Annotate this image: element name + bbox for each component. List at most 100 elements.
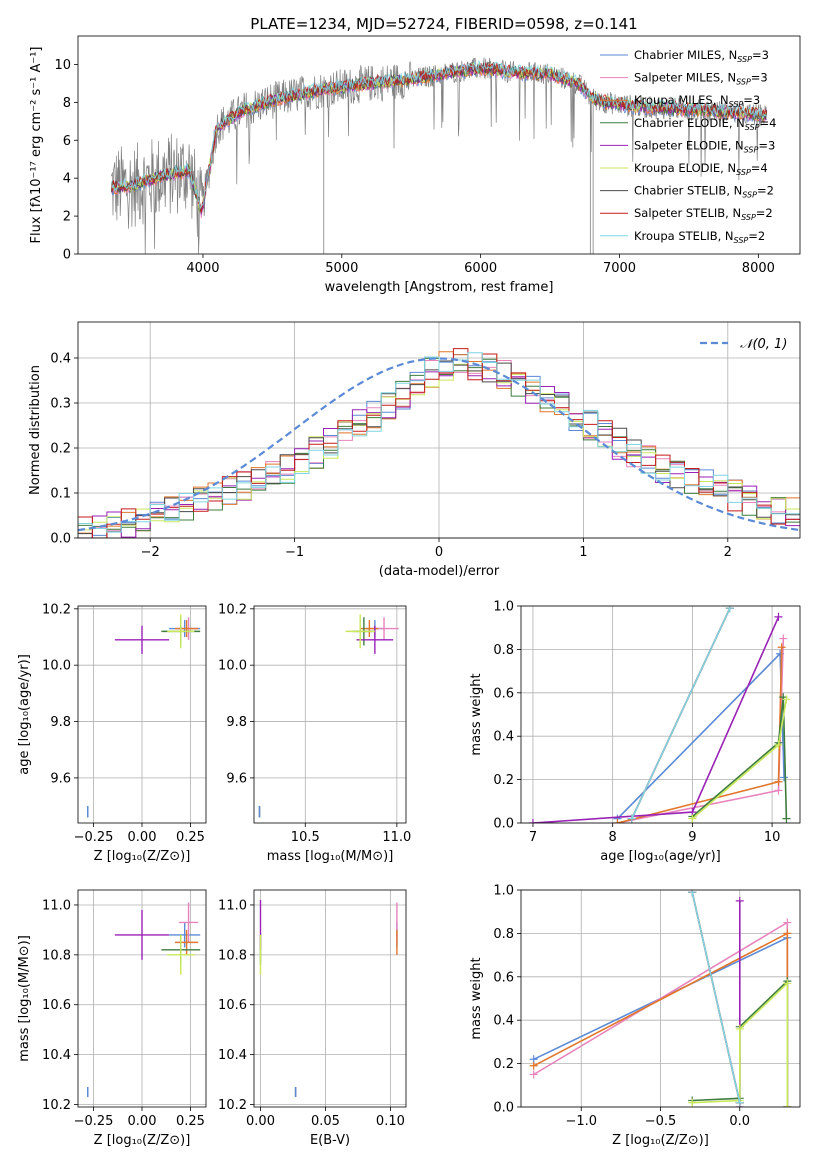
x-axis-label: Z [log₁₀(Z/Z⊙)] xyxy=(612,1133,709,1148)
legend-subscript: SSP xyxy=(734,236,749,245)
data-point xyxy=(167,934,195,975)
legend-entry: Kroupa ELODIE, NSSP=4 xyxy=(634,161,768,177)
y-tick-label: 0.0 xyxy=(493,1101,514,1116)
y-tick-label: 4 xyxy=(63,172,71,187)
x-tick-label: 1 xyxy=(579,545,587,560)
plot-area xyxy=(86,614,201,818)
legend-entry: Salpeter MILES, NSSP=3 xyxy=(634,71,768,87)
x-tick-label: 8000 xyxy=(742,261,775,276)
legend-subscript: SSP xyxy=(742,191,757,200)
chart-title: PLATE=1234, MJD=52724, FIBERID=0598, z=0… xyxy=(250,15,637,33)
data-point xyxy=(114,909,170,960)
y-tick-label: 0.1 xyxy=(50,487,71,502)
y-tick-label: 8 xyxy=(63,96,71,111)
x-tick-label: 0.00 xyxy=(128,1114,157,1129)
y-tick-label: 10.8 xyxy=(218,948,247,963)
legend-label: Salpeter MILES, N xyxy=(634,71,736,85)
panel-2: −2 −1 0 1 2 0.0 0.1 0.2 0.3 0.4 (data-model)/error… xyxy=(28,321,801,579)
plus-marker xyxy=(774,777,783,786)
y-tick-label: 0.6 xyxy=(493,686,514,701)
x-tick-label: 6000 xyxy=(464,261,497,276)
plot-area xyxy=(529,890,792,1107)
legend-label: Kroupa MILES, N xyxy=(634,93,729,107)
x-axis-label: (data-model)/error xyxy=(379,564,500,579)
legend-entry: Chabrier MILES, NSSP=3 xyxy=(634,48,769,64)
x-axis-label: Z [log₁₀(Z/Z⊙)] xyxy=(94,849,191,864)
y-tick-label: 10 xyxy=(54,58,71,73)
plus-marker xyxy=(529,1061,538,1070)
plus-marker xyxy=(688,1098,697,1107)
y-axis-label: mass [log₁₀(M/M⊙)] xyxy=(17,935,32,1062)
y-tick-label: 1.0 xyxy=(493,884,514,899)
x-tick-label: 0.10 xyxy=(376,1114,405,1129)
y-tick-label: 0.6 xyxy=(493,970,514,985)
y-tick-label: 9.8 xyxy=(50,715,71,730)
legend-subscript: SSP xyxy=(736,168,751,177)
plot-area xyxy=(259,899,398,1098)
legend-label: Salpeter ELODIE, N xyxy=(634,138,744,152)
legend-suffix: =4 xyxy=(760,116,777,130)
y-axis-label: Flux [fλ10⁻¹⁷ erg cm⁻² s⁻¹ A⁻¹] xyxy=(29,47,44,244)
x-axis-label: mass [log₁₀(M/M⊙)] xyxy=(267,849,394,864)
x-tick-label: 7 xyxy=(529,830,537,845)
legend-suffix: =3 xyxy=(758,138,775,152)
legend-suffix: =3 xyxy=(751,71,768,85)
y-tick-label: 1.0 xyxy=(493,600,514,615)
axes-frame xyxy=(77,321,801,539)
panel-3: −0.25 0.00 0.25 9.6 9.8 10.0 10.2 Z [log₁₀(Z/Z⊙… xyxy=(17,602,207,864)
legend-subscript: SSP xyxy=(737,55,752,64)
x-tick-label: 2 xyxy=(724,545,732,560)
x-tick-label: 11.0 xyxy=(382,830,411,845)
legend-label: Chabrier MILES, N xyxy=(634,48,737,62)
plot-area xyxy=(528,606,791,823)
x-tick-label: 8 xyxy=(609,830,617,845)
legend-subscript: SSP xyxy=(729,100,744,109)
legend-entry: Kroupa STELIB, NSSP=2 xyxy=(634,229,765,245)
model-spectrum-line xyxy=(110,59,768,210)
y-tick-label: 10.6 xyxy=(42,998,71,1013)
panel-7: 0.00 0.05 0.10 10.2 10.4 10.6 10.8 11.0 E(B-V) xyxy=(218,889,407,1148)
data-point xyxy=(114,625,170,654)
x-tick-label: 0.0 xyxy=(729,1114,750,1129)
mass-weight-line xyxy=(631,607,731,820)
legend-label: Chabrier ELODIE, N xyxy=(634,116,745,130)
y-axis-label: mass weight xyxy=(469,673,484,755)
legend-suffix: =2 xyxy=(756,206,773,220)
data-point xyxy=(169,922,201,948)
legend-suffix: =3 xyxy=(743,93,760,107)
plus-marker xyxy=(735,896,744,905)
normal-reference-curve xyxy=(78,357,800,532)
mass-weight-line xyxy=(691,892,741,1103)
plus-marker xyxy=(627,814,636,823)
x-tick-label: 10.5 xyxy=(291,830,320,845)
plus-marker xyxy=(688,890,697,897)
plus-marker xyxy=(725,606,734,613)
legend-label: Kroupa ELODIE, N xyxy=(634,161,736,175)
plus-marker xyxy=(774,612,783,621)
plus-marker xyxy=(735,1098,744,1107)
y-tick-label: 10.6 xyxy=(218,998,247,1013)
panel-8: −1.0 −0.5 0.0 0.0 0.2 0.4 0.6 0.8 1.0 Z [log₁₀(Z/… xyxy=(469,884,801,1148)
plus-marker xyxy=(735,1024,744,1033)
panel-4: 10.5 11.0 9.6 9.8 10.0 10.2 mass [log₁₀(M/M⊙)] xyxy=(218,602,411,864)
axes-frame xyxy=(77,605,207,824)
x-axis-label: age [log₁₀(age/yr)] xyxy=(600,849,721,864)
data-point xyxy=(167,614,195,649)
histogram-step xyxy=(78,353,800,531)
panel-5: 7 8 9 10 0.0 0.2 0.4 0.6 0.8 1.0 age [log₁₀(age/yr… xyxy=(469,600,801,864)
y-tick-label: 0.8 xyxy=(493,643,514,658)
mass-weight-line xyxy=(532,616,780,823)
legend-suffix: =3 xyxy=(752,48,769,62)
plot-area xyxy=(78,348,800,538)
legend-label: Chabrier STELIB, N xyxy=(634,184,742,198)
plus-marker xyxy=(779,634,788,643)
y-tick-label: 0.2 xyxy=(493,773,514,788)
plus-marker xyxy=(780,773,789,782)
plus-marker xyxy=(777,643,786,652)
axes-frame xyxy=(253,889,407,1108)
plus-marker xyxy=(529,1070,538,1079)
plus-marker xyxy=(774,786,783,795)
plot-area xyxy=(110,57,768,254)
legend-subscript: SSP xyxy=(745,123,760,132)
